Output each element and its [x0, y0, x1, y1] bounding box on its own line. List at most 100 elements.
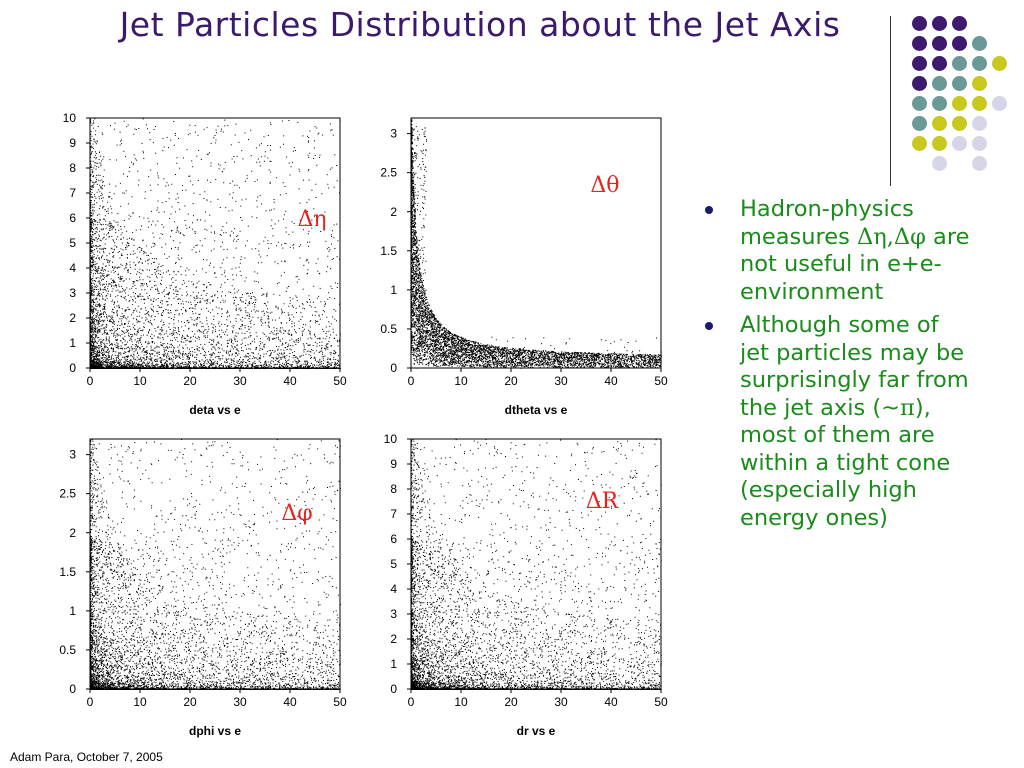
decorative-dot [972, 156, 987, 171]
x-tick-label: 50 [333, 695, 347, 709]
x-tick-label: 0 [408, 695, 415, 709]
y-tick-label: 3 [69, 448, 76, 462]
bullet-list: Hadron-physics measures Δη,Δφ are not us… [703, 196, 973, 538]
x-tick-label: 30 [233, 374, 247, 388]
y-tick-label: 1 [69, 336, 76, 350]
plot-symbol-label: ΔR [586, 489, 620, 514]
y-tick-label: 0 [69, 682, 76, 696]
y-tick-label: 2 [390, 632, 397, 646]
bullet-item: Although some of jet particles may be su… [703, 312, 973, 532]
scatter-points [90, 118, 341, 369]
y-tick-label: 1 [390, 657, 397, 671]
y-tick-label: 6 [69, 211, 76, 225]
y-tick-label: 2 [69, 311, 76, 325]
decorative-dot [972, 56, 987, 71]
y-tick-label: 9 [390, 457, 397, 471]
y-tick-label: 3 [69, 286, 76, 300]
x-tick-label: 20 [504, 374, 518, 388]
x-tick-label: 10 [133, 695, 147, 709]
bullet-text-pre: Although some of jet particles may be su… [740, 312, 969, 421]
y-tick-label: 1.5 [380, 244, 397, 258]
decorative-dot [912, 136, 927, 151]
bullet-text-post: ), most of them are within a tight cone … [740, 394, 951, 531]
y-tick-label: 10 [63, 111, 77, 125]
chart-panel: 0 10 20 30 40 50 0 0.5 1 1.5 2 2.5 3 dphi vs e Δφ [59, 438, 347, 738]
decorative-dot [952, 16, 967, 31]
slide-title: Jet Particles Distribution about the Jet… [119, 5, 841, 44]
y-tick-label: 2 [69, 526, 76, 540]
x-tick-label: 10 [133, 374, 147, 388]
y-tick-label: 4 [69, 261, 76, 275]
y-tick-label: 10 [384, 432, 398, 446]
scatter-points [411, 119, 662, 369]
title-divider [890, 16, 891, 186]
y-tick-label: 2.5 [380, 166, 397, 180]
x-axis-label: dphi vs e [189, 724, 241, 738]
decorative-dot [912, 36, 927, 51]
x-tick-label: 30 [554, 695, 568, 709]
decorative-dot [932, 56, 947, 71]
y-tick-label: 5 [390, 557, 397, 571]
decorative-dot [932, 36, 947, 51]
plot-frame [410, 117, 662, 369]
decorative-dot [932, 16, 947, 31]
chart-panel: 0 10 20 30 40 50 0 0.5 1 1.5 2 2.5 3 dtheta vs e Δθ [380, 117, 668, 417]
decorative-dot [972, 76, 987, 91]
bullet-dot-icon [705, 206, 713, 214]
x-tick-label: 0 [87, 374, 94, 388]
y-tick-label: 1.5 [59, 565, 76, 579]
decorative-dot [912, 96, 927, 111]
x-tick-label: 0 [87, 695, 94, 709]
y-tick-label: 6 [390, 532, 397, 546]
y-tick-label: 3 [390, 607, 397, 621]
y-tick-label: 2.5 [59, 487, 76, 501]
y-tick-label: 0.5 [380, 322, 397, 336]
decorative-dot [972, 36, 987, 51]
x-tick-label: 40 [283, 374, 297, 388]
chart-panel: 0 10 20 30 40 50 0 1 2 3 4 5 6 7 8 9 10 deta vs e Δη [63, 111, 347, 417]
bullet-greek: Δη,Δφ [857, 223, 926, 250]
decorative-dot [912, 56, 927, 71]
scatter-points [90, 439, 341, 690]
y-tick-label: 8 [390, 482, 397, 496]
y-tick-label: 7 [390, 507, 397, 521]
decorative-dot [952, 36, 967, 51]
decorative-dot [992, 96, 1007, 111]
y-tick-label: 0 [390, 361, 397, 375]
y-tick-label: 5 [69, 236, 76, 250]
x-tick-label: 30 [554, 374, 568, 388]
x-axis-label: dtheta vs e [505, 403, 568, 417]
x-tick-label: 10 [454, 695, 468, 709]
y-tick-label: 0.5 [59, 643, 76, 657]
bullet-greek: π [900, 394, 915, 421]
x-axis-label: dr vs e [517, 724, 556, 738]
decorative-dot [952, 116, 967, 131]
decorative-dot [972, 116, 987, 131]
y-tick-label: 1 [69, 604, 76, 618]
decorative-dot [952, 96, 967, 111]
y-tick-label: 0 [69, 361, 76, 375]
plot-symbol-label: Δη [297, 207, 326, 232]
bullet-text-post: are not useful in e+e- environment [740, 223, 970, 305]
decorative-dot [972, 136, 987, 151]
x-axis-label: deta vs e [189, 403, 241, 417]
decorative-dot [912, 76, 927, 91]
decorative-dot [932, 136, 947, 151]
footer-credit: Adam Para, October 7, 2005 [10, 750, 163, 764]
x-tick-label: 0 [408, 374, 415, 388]
plot-frame [89, 438, 341, 690]
decorative-dot [932, 96, 947, 111]
plot-symbol-label: Δθ [590, 173, 619, 198]
x-tick-label: 20 [504, 695, 518, 709]
x-tick-label: 50 [333, 374, 347, 388]
x-tick-label: 30 [233, 695, 247, 709]
decorative-dot [952, 136, 967, 151]
x-tick-label: 20 [183, 695, 197, 709]
decorative-dot [952, 76, 967, 91]
y-tick-label: 7 [69, 186, 76, 200]
x-tick-label: 10 [454, 374, 468, 388]
x-tick-label: 40 [604, 695, 618, 709]
x-tick-label: 50 [654, 695, 668, 709]
y-tick-label: 3 [390, 127, 397, 141]
